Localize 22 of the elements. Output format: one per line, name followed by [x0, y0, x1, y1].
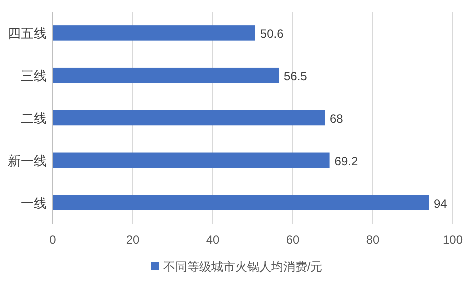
data-label: 50.6 — [260, 27, 284, 42]
y-tick-label: 新一线 — [8, 153, 47, 168]
x-tick-label: 20 — [126, 233, 140, 247]
data-label: 56.5 — [284, 70, 308, 84]
legend-label: 不同等级城市火锅人均消费/元 — [163, 260, 323, 274]
x-tick-label: 60 — [286, 233, 300, 247]
x-tick-label: 40 — [206, 233, 220, 247]
bar — [53, 110, 325, 126]
data-label: 68 — [330, 112, 344, 126]
x-tick-label: 0 — [50, 233, 57, 247]
bar — [53, 152, 330, 168]
y-tick-label: 一线 — [21, 196, 47, 211]
x-tick-label: 100 — [442, 233, 464, 247]
y-tick-label: 二线 — [21, 111, 47, 126]
x-tick-label: 80 — [366, 233, 380, 247]
bar — [53, 195, 429, 210]
bar — [53, 68, 279, 84]
data-label: 69.2 — [334, 154, 358, 168]
data-label: 94 — [434, 196, 448, 211]
y-tick-label: 三线 — [21, 68, 47, 84]
y-tick-label: 四五线 — [8, 26, 47, 42]
bar — [53, 26, 256, 41]
